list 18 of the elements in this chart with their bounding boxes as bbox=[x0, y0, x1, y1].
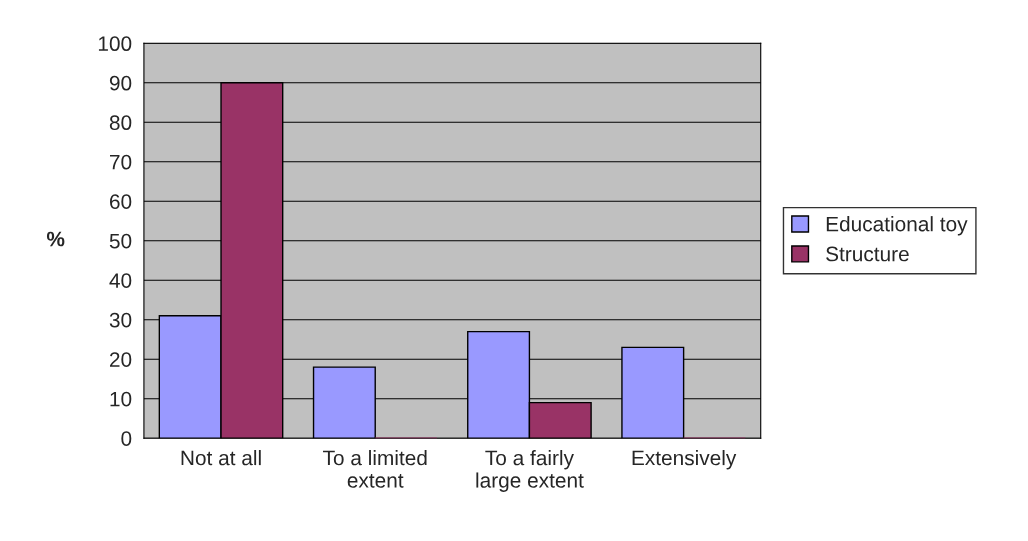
y-tick-label: 60 bbox=[110, 194, 132, 210]
y-tick-label: 100 bbox=[98, 36, 132, 52]
y-tick-label: 50 bbox=[109, 233, 132, 249]
y-tick-label: 10 bbox=[110, 391, 132, 407]
x-tick-label: To a fairly large extent bbox=[476, 450, 584, 492]
y-tick-label: 30 bbox=[109, 312, 132, 328]
y-tick-label: 80 bbox=[109, 115, 132, 131]
legend-label: Educational toy bbox=[826, 216, 968, 236]
x-tick-label: To a limited extent bbox=[323, 450, 427, 488]
x-tick-label: Not at all bbox=[181, 450, 261, 466]
y-tick-label: 0 bbox=[121, 431, 132, 446]
y-tick-label: 90 bbox=[109, 75, 132, 91]
y-tick-label: 40 bbox=[109, 273, 132, 288]
y-tick-label: 70 bbox=[110, 154, 132, 170]
legend-label: Structure bbox=[826, 246, 909, 262]
y-axis-title: % bbox=[46, 231, 65, 247]
y-tick-label: 20 bbox=[109, 352, 132, 367]
x-tick-label: Extensively bbox=[632, 450, 737, 470]
